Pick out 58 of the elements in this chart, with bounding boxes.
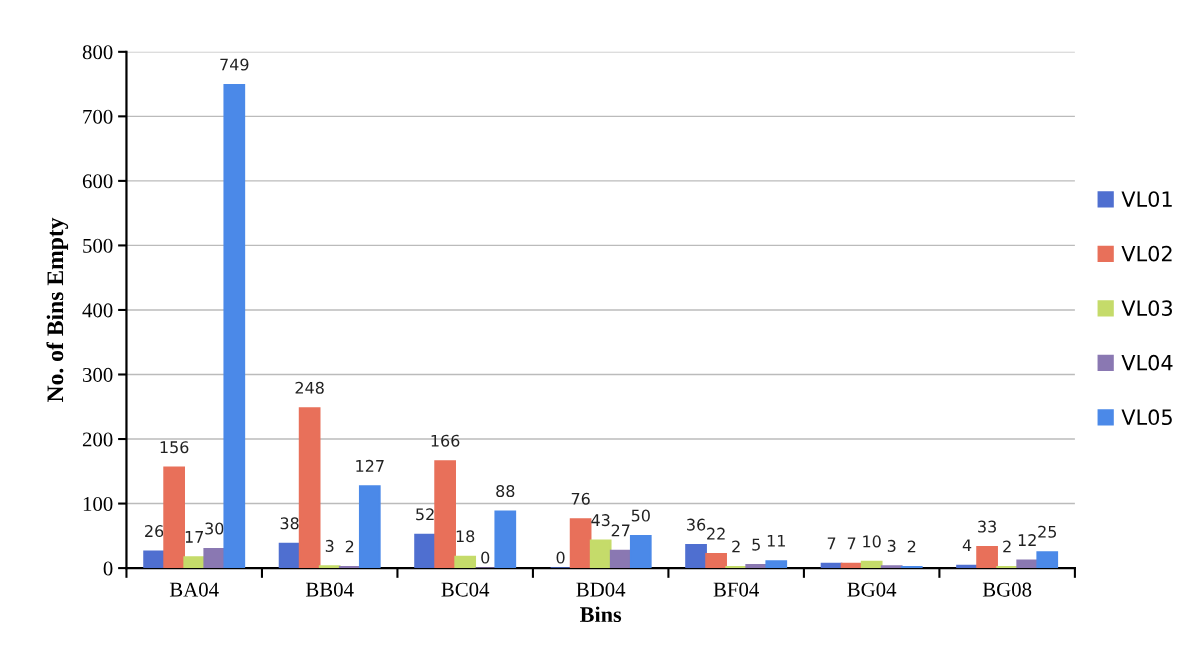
- data-label: 36: [687, 518, 706, 531]
- data-label: 43: [591, 514, 610, 527]
- y-tick-label: 500: [83, 238, 113, 253]
- y-tick-label: 700: [83, 109, 113, 124]
- x-tick-label: BG04: [847, 582, 897, 597]
- y-tick-label: 200: [82, 432, 113, 447]
- x-tick-label: BF04: [713, 582, 759, 597]
- legend-label: VL03: [1121, 300, 1172, 316]
- data-label: 22: [707, 527, 725, 540]
- y-tick-label: 600: [82, 174, 113, 189]
- x-tick-label: BC04: [441, 582, 490, 597]
- data-label: 127: [356, 459, 384, 472]
- y-tick-label: 800: [82, 45, 113, 60]
- data-label: 7: [827, 537, 836, 550]
- data-label: 749: [220, 58, 249, 71]
- data-label: 17: [185, 531, 203, 543]
- x-tick-label: BB04: [305, 582, 354, 597]
- x-tick-label: BD04: [576, 582, 626, 597]
- y-tick-label: 0: [103, 561, 113, 576]
- legend-label: VL02: [1121, 245, 1172, 262]
- data-label: 52: [416, 508, 434, 521]
- data-label: 2: [907, 540, 916, 553]
- y-axis-title: No. of Bins Empty: [46, 217, 69, 402]
- data-label: 0: [481, 551, 490, 564]
- y-tick-label: 400: [82, 303, 113, 318]
- data-label: 11: [767, 534, 785, 547]
- data-label: 27: [611, 524, 630, 537]
- data-label: 3: [887, 539, 896, 552]
- data-label: 76: [571, 492, 590, 505]
- data-label: 156: [160, 441, 189, 454]
- data-label: 12: [1018, 534, 1036, 546]
- y-tick-label: 300: [83, 367, 113, 382]
- data-label: 2: [1003, 540, 1011, 553]
- data-label: 50: [631, 509, 650, 522]
- data-label: 33: [978, 520, 996, 533]
- data-label: 3: [325, 539, 334, 552]
- data-label: 88: [496, 485, 515, 498]
- data-label: 0: [556, 551, 565, 564]
- data-label: 2: [732, 540, 740, 553]
- data-label: 30: [205, 522, 224, 535]
- data-label: 25: [1038, 525, 1057, 538]
- x-tick-label: BG08: [982, 582, 1032, 597]
- legend-label: VL05: [1121, 409, 1172, 426]
- data-label: 7: [847, 537, 856, 550]
- data-label: 248: [295, 381, 324, 394]
- legend-label: VL01: [1121, 191, 1172, 207]
- legend-label: VL04: [1121, 354, 1173, 371]
- y-tick-label: 100: [83, 496, 113, 511]
- data-label: 166: [431, 434, 460, 447]
- x-axis-title: Bins: [580, 606, 622, 623]
- data-label: 4: [962, 539, 972, 552]
- x-tick-label: BA04: [169, 582, 219, 597]
- data-label: 26: [145, 525, 164, 538]
- data-label: 5: [752, 538, 760, 551]
- data-label: 2: [345, 540, 354, 553]
- data-label: 38: [280, 517, 299, 530]
- data-label: 18: [456, 530, 475, 543]
- data-label: 10: [863, 535, 881, 548]
